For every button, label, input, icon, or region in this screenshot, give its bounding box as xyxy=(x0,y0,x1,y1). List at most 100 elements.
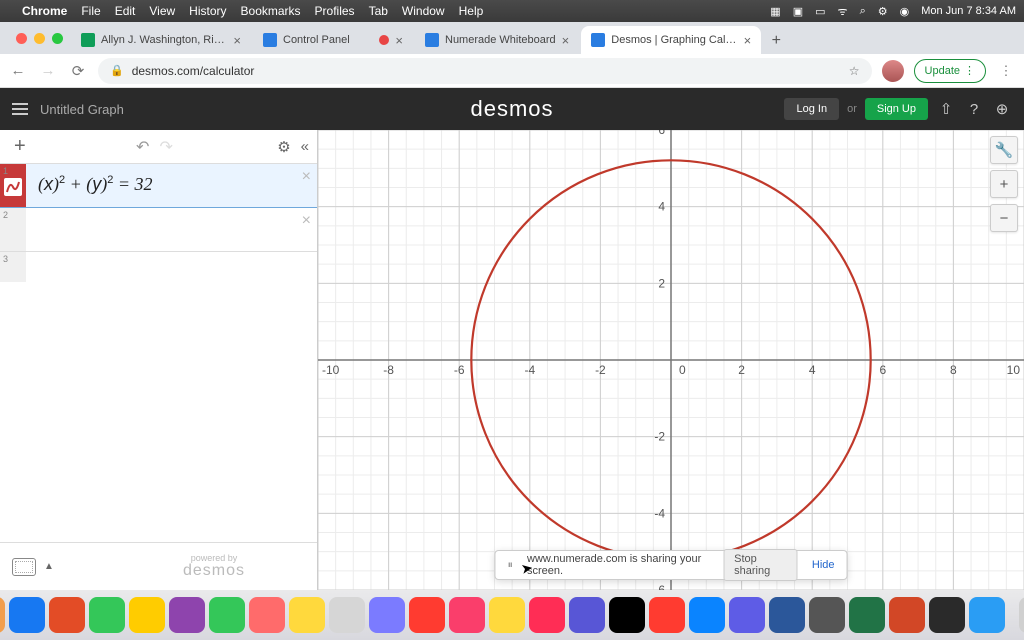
stop-sharing-button[interactable]: Stop sharing xyxy=(723,549,798,581)
delete-expression-icon[interactable]: × xyxy=(302,168,311,186)
menu-tab[interactable]: Tab xyxy=(369,4,388,18)
dock-app[interactable] xyxy=(489,597,525,633)
svg-text:2: 2 xyxy=(658,276,665,290)
login-button[interactable]: Log In xyxy=(784,98,839,120)
dock-app[interactable] xyxy=(329,597,365,633)
dock-app[interactable] xyxy=(0,597,5,633)
bookmark-star-icon[interactable]: ☆ xyxy=(849,64,860,78)
close-tab-icon[interactable]: × xyxy=(744,33,752,48)
close-tab-icon[interactable]: × xyxy=(562,33,570,48)
expression-formula[interactable] xyxy=(26,208,317,251)
tray-icon[interactable]: ▣ xyxy=(793,5,803,18)
signup-button[interactable]: Sign Up xyxy=(865,98,928,120)
wifi-icon[interactable]: ᯤ xyxy=(838,4,848,19)
chrome-menu-icon[interactable]: ⋮ xyxy=(996,63,1016,79)
menu-bookmarks[interactable]: Bookmarks xyxy=(241,4,301,18)
dock-app[interactable] xyxy=(649,597,685,633)
control-center-icon[interactable]: ⚙ xyxy=(878,5,888,18)
expression-row-1[interactable]: 1 (x)2 + (y)2 = 32 × xyxy=(0,164,317,208)
dock-app[interactable] xyxy=(889,597,925,633)
delete-expression-icon[interactable]: × xyxy=(302,212,311,230)
pause-icon[interactable]: ⏸ xyxy=(508,559,514,572)
back-button[interactable]: ← xyxy=(8,62,28,79)
close-tab-icon[interactable]: × xyxy=(395,33,403,48)
favicon xyxy=(425,33,439,47)
menu-history[interactable]: History xyxy=(189,4,226,18)
browser-tab[interactable]: Numerade Whiteboard× xyxy=(415,26,579,54)
dock-app[interactable] xyxy=(449,597,485,633)
search-icon[interactable]: ⌕ xyxy=(860,5,866,18)
reload-button[interactable]: ⟳ xyxy=(68,62,88,80)
dock-app[interactable] xyxy=(209,597,245,633)
maximize-window[interactable] xyxy=(52,33,63,44)
svg-text:0: 0 xyxy=(679,363,686,377)
dock-app[interactable] xyxy=(409,597,445,633)
hide-share-button[interactable]: Hide xyxy=(812,559,835,571)
svg-text:-6: -6 xyxy=(654,583,665,590)
menu-profiles[interactable]: Profiles xyxy=(315,4,355,18)
wrench-icon[interactable]: 🔧 xyxy=(990,136,1018,164)
collapse-sidebar-icon[interactable]: « xyxy=(301,138,309,155)
new-tab-button[interactable]: + xyxy=(763,28,789,54)
browser-tab[interactable]: Desmos | Graphing Calculator× xyxy=(581,26,761,54)
dock-app[interactable] xyxy=(49,597,85,633)
dock-app[interactable] xyxy=(689,597,725,633)
dock-app[interactable] xyxy=(369,597,405,633)
language-icon[interactable]: ⊕ xyxy=(992,100,1012,118)
browser-tab[interactable]: Control Panel× xyxy=(253,26,413,54)
redo-icon[interactable]: ↷ xyxy=(159,137,172,157)
dock-app[interactable] xyxy=(249,597,285,633)
dock-app[interactable] xyxy=(769,597,805,633)
expression-index: 2 xyxy=(0,208,26,251)
svg-text:2: 2 xyxy=(738,363,745,377)
close-window[interactable] xyxy=(16,33,27,44)
svg-text:10: 10 xyxy=(1007,363,1021,377)
dock-app[interactable] xyxy=(569,597,605,633)
graph-title[interactable]: Untitled Graph xyxy=(40,102,124,117)
update-button[interactable]: Update⋮ xyxy=(914,59,986,83)
expression-row-3[interactable]: 3 xyxy=(0,252,317,282)
keyboard-caret-icon[interactable]: ▲ xyxy=(44,561,54,572)
undo-icon[interactable]: ↶ xyxy=(136,137,149,157)
expression-row-2[interactable]: 2 × xyxy=(0,208,317,252)
siri-icon[interactable]: ◉ xyxy=(900,5,910,18)
dock-app[interactable] xyxy=(929,597,965,633)
close-tab-icon[interactable]: × xyxy=(233,33,241,48)
add-expression-button[interactable]: + xyxy=(8,135,32,158)
profile-avatar[interactable] xyxy=(882,60,904,82)
menu-help[interactable]: Help xyxy=(459,4,484,18)
menu-file[interactable]: File xyxy=(81,4,100,18)
keyboard-icon[interactable] xyxy=(12,558,36,576)
help-icon[interactable]: ? xyxy=(964,101,984,118)
dock-app[interactable] xyxy=(169,597,205,633)
minimize-window[interactable] xyxy=(34,33,45,44)
zoom-out-button[interactable]: − xyxy=(990,204,1018,232)
dock-app[interactable] xyxy=(9,597,45,633)
dock-app[interactable] xyxy=(89,597,125,633)
share-icon[interactable]: ⇧ xyxy=(936,100,956,118)
dock-app[interactable] xyxy=(529,597,565,633)
dock-app[interactable] xyxy=(809,597,845,633)
address-bar[interactable]: 🔒 desmos.com/calculator ☆ xyxy=(98,58,872,84)
hamburger-icon[interactable] xyxy=(12,103,28,115)
dock-app[interactable] xyxy=(849,597,885,633)
expression-formula[interactable]: (x)2 + (y)2 = 32 xyxy=(26,164,317,207)
dock-app[interactable] xyxy=(729,597,765,633)
forward-button[interactable]: → xyxy=(38,62,58,79)
browser-tab[interactable]: Allyn J. Washington, Richard S× xyxy=(71,26,251,54)
dock-app[interactable] xyxy=(609,597,645,633)
dock-app[interactable] xyxy=(969,597,1005,633)
dock-app[interactable] xyxy=(289,597,325,633)
battery-icon[interactable]: ▭ xyxy=(815,5,825,18)
tray-icon[interactable]: ▦ xyxy=(770,5,780,18)
menubar-app[interactable]: Chrome xyxy=(22,4,67,18)
menu-view[interactable]: View xyxy=(149,4,175,18)
menu-window[interactable]: Window xyxy=(402,4,445,18)
zoom-in-button[interactable]: + xyxy=(990,170,1018,198)
menubar-datetime[interactable]: Mon Jun 7 8:34 AM xyxy=(921,5,1016,17)
dock-app[interactable] xyxy=(129,597,165,633)
dock-app[interactable] xyxy=(1019,597,1024,633)
graph-area[interactable]: -10-8-6-4-20246810-6-4-2246 🔧 + − ⏸ www.… xyxy=(318,130,1024,590)
menu-edit[interactable]: Edit xyxy=(115,4,136,18)
settings-gear-icon[interactable]: ⚙ xyxy=(277,138,290,156)
